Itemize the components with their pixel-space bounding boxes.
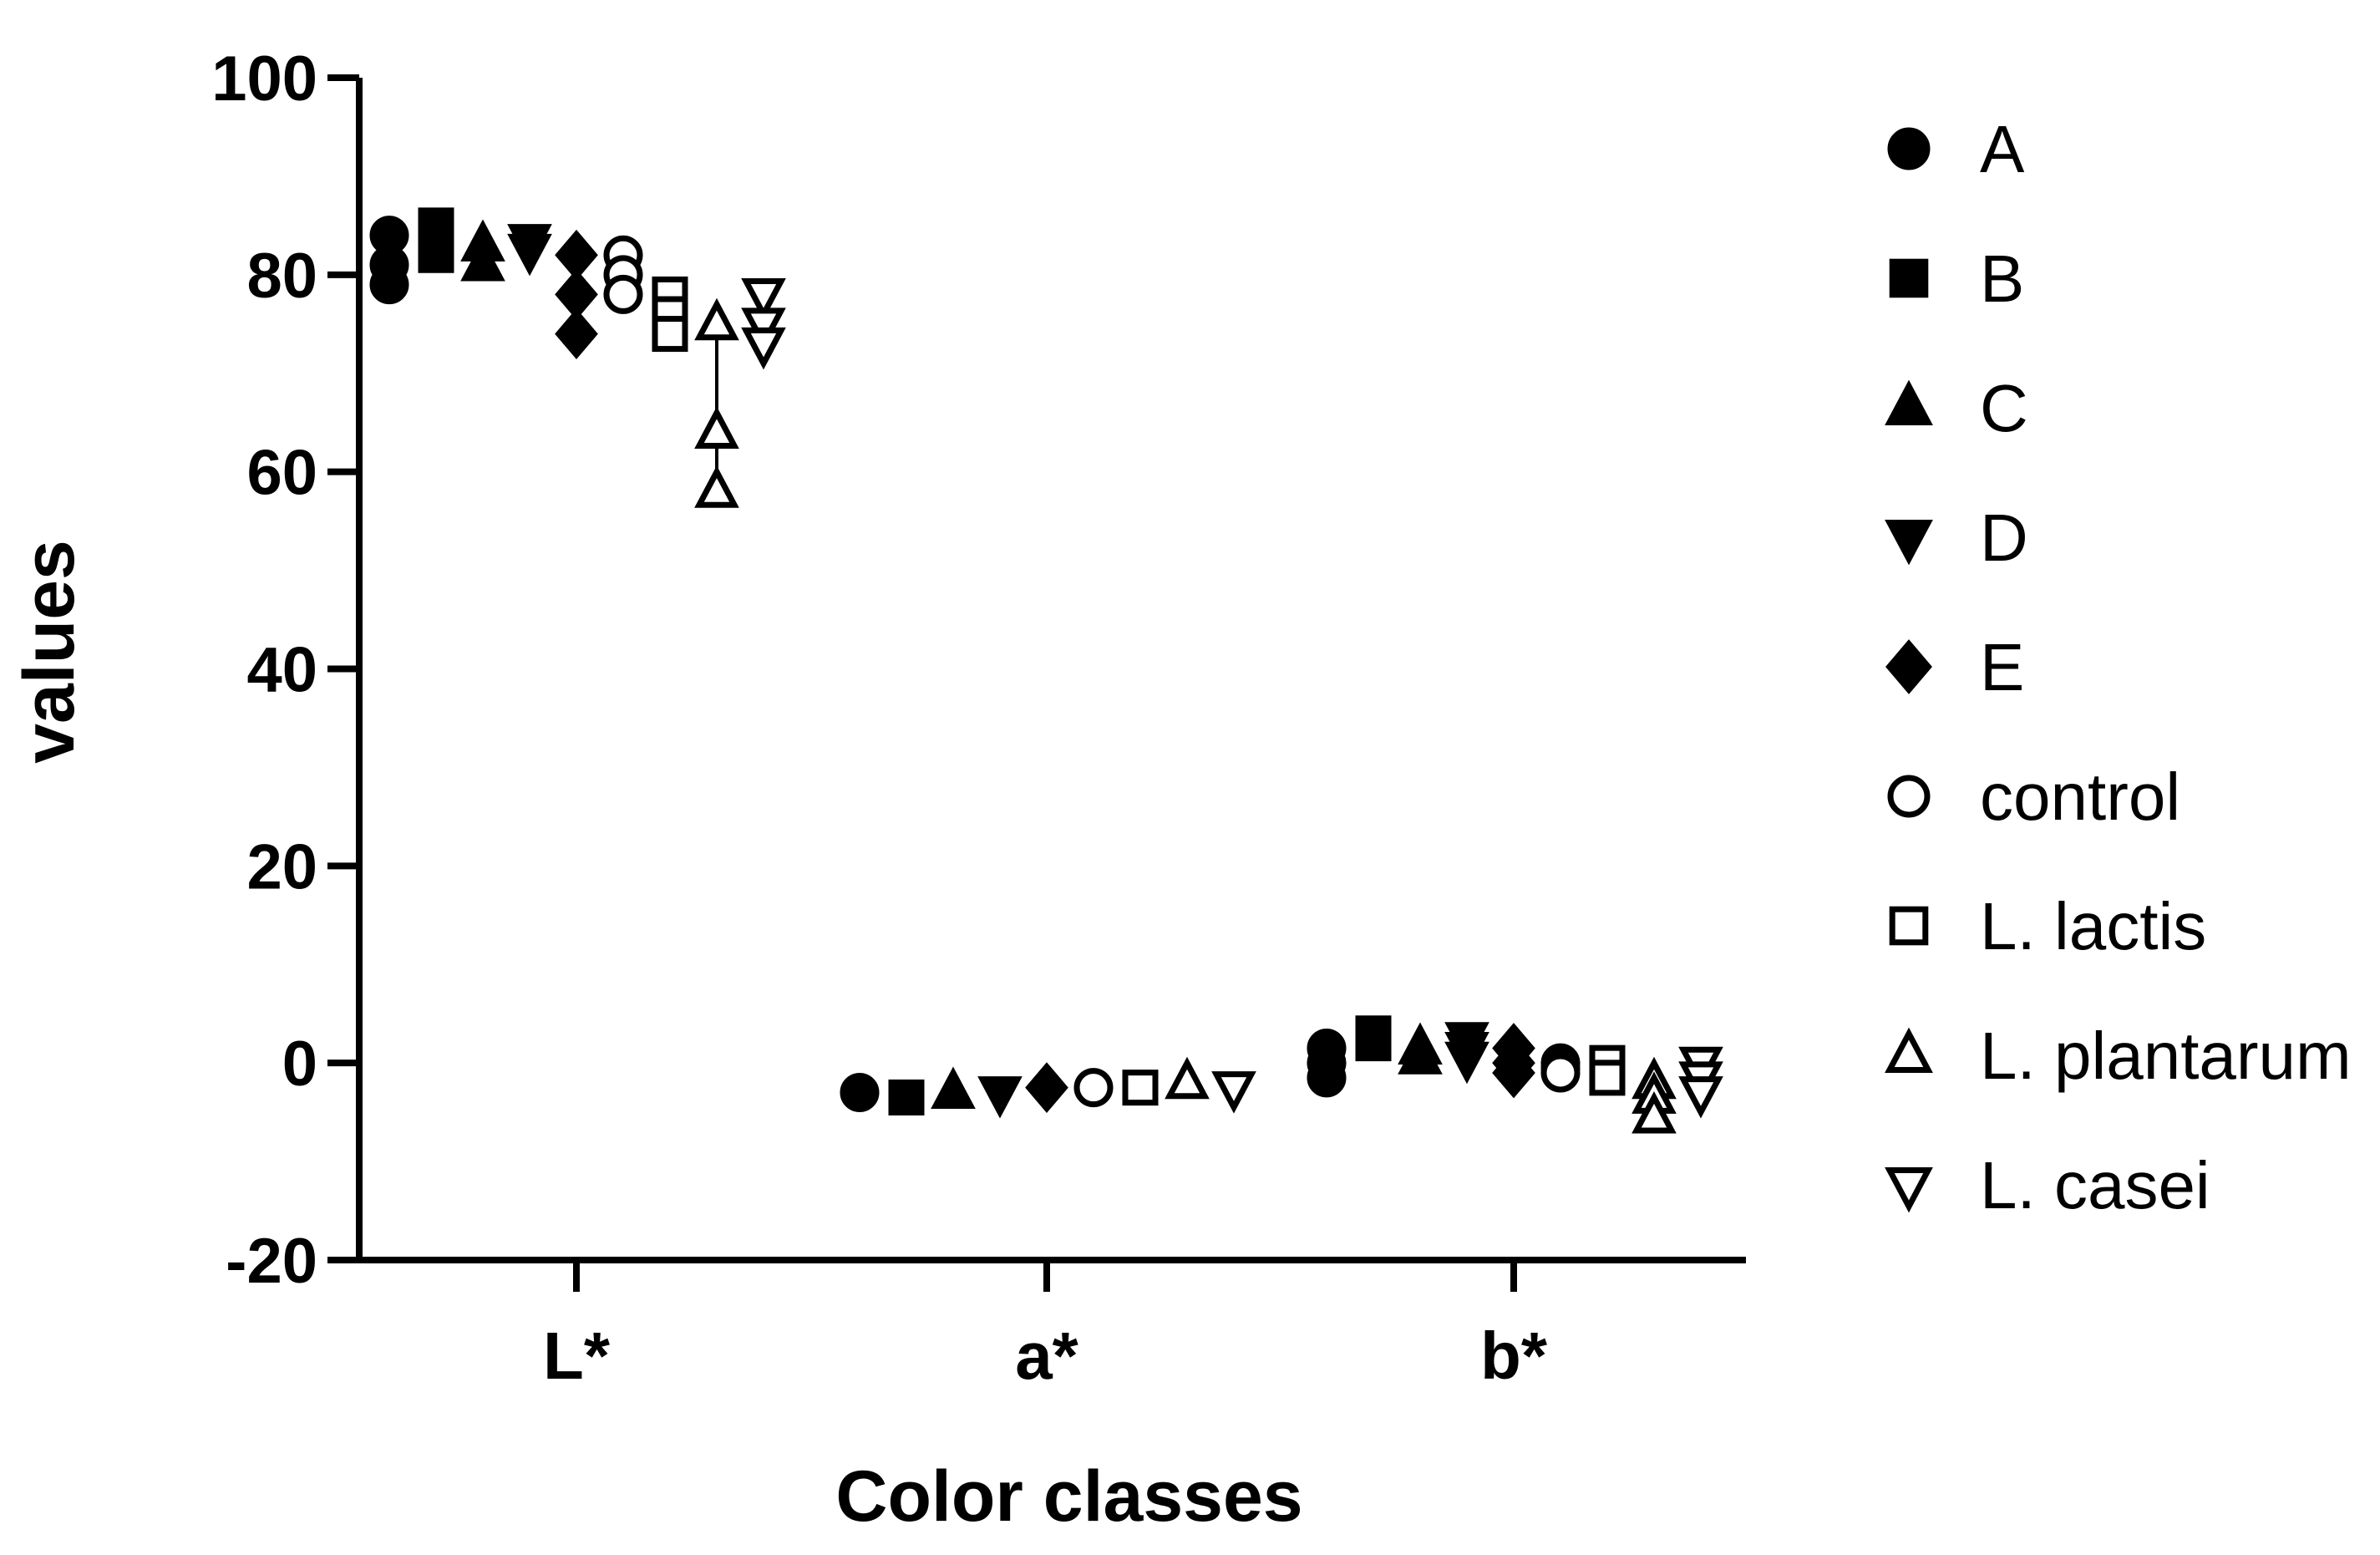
data-point bbox=[1631, 1091, 1677, 1134]
data-point bbox=[741, 307, 786, 350]
legend-item: control bbox=[1887, 760, 2180, 834]
legend-label: C bbox=[1980, 371, 2028, 445]
data-point bbox=[741, 277, 786, 321]
data-point bbox=[418, 236, 454, 273]
legend-item: L. plantarum bbox=[1885, 1019, 2352, 1093]
y-tick-label: 80 bbox=[246, 241, 317, 312]
y-tick-label: 20 bbox=[246, 831, 317, 902]
legend-item: L. casei bbox=[1885, 1148, 2210, 1222]
data-point bbox=[1678, 1076, 1723, 1119]
legend-label: A bbox=[1980, 112, 2025, 186]
legend-label: L. lactis bbox=[1980, 889, 2206, 963]
legend-label: D bbox=[1980, 501, 2028, 575]
data-point bbox=[1540, 1053, 1581, 1093]
data-point bbox=[1589, 1060, 1626, 1096]
legend-label: B bbox=[1980, 241, 2024, 316]
data-point bbox=[1073, 1068, 1114, 1108]
legend-marker bbox=[1885, 1027, 1933, 1074]
data-point bbox=[1444, 1041, 1489, 1085]
data-point bbox=[1398, 1032, 1443, 1075]
data-point bbox=[1211, 1071, 1256, 1114]
legend-marker bbox=[1887, 127, 1931, 170]
legend-marker bbox=[1885, 1166, 1933, 1213]
x-tick-label: L* bbox=[543, 1319, 611, 1393]
legend-item: C bbox=[1885, 371, 2028, 445]
data-point bbox=[931, 1066, 976, 1110]
legend-item: B bbox=[1889, 241, 2024, 316]
legend-label: control bbox=[1980, 760, 2180, 834]
y-axis-title: values bbox=[9, 540, 89, 764]
data-point bbox=[1122, 1070, 1159, 1106]
y-tick-label: 60 bbox=[246, 438, 317, 509]
data-point bbox=[694, 406, 739, 449]
data-point bbox=[369, 265, 409, 305]
data-point bbox=[1165, 1056, 1210, 1100]
data-point bbox=[694, 465, 739, 508]
y-tick-label: 40 bbox=[246, 635, 317, 706]
y-tick-label: 0 bbox=[282, 1029, 317, 1100]
data-point bbox=[840, 1073, 880, 1113]
legend-label: L. casei bbox=[1980, 1148, 2210, 1222]
legend-marker bbox=[1889, 258, 1929, 298]
legend-label: L. plantarum bbox=[1980, 1019, 2352, 1093]
legend-marker bbox=[1885, 639, 1932, 694]
data-point bbox=[977, 1076, 1023, 1119]
data-point bbox=[603, 274, 643, 314]
y-tick-label: 100 bbox=[211, 43, 317, 114]
legend-label: E bbox=[1980, 630, 2024, 704]
data-point bbox=[507, 233, 552, 277]
legend-marker bbox=[1887, 775, 1931, 818]
data-point bbox=[460, 239, 505, 282]
legend-item: A bbox=[1887, 112, 2025, 186]
data-point bbox=[1492, 1047, 1535, 1099]
data-point bbox=[888, 1079, 925, 1115]
legend-item: L. lactis bbox=[1889, 889, 2206, 963]
data-point bbox=[1355, 1025, 1392, 1062]
data-point bbox=[694, 297, 739, 341]
axes-layer: -20 0 20 40 60 80 100 L* a* b* bbox=[211, 43, 1746, 1393]
y-tick-label: -20 bbox=[226, 1226, 317, 1297]
x-tick-label: b* bbox=[1480, 1319, 1548, 1393]
data-point bbox=[1307, 1058, 1347, 1098]
data-point bbox=[741, 327, 786, 370]
data-point bbox=[555, 308, 598, 359]
data-point bbox=[652, 316, 688, 353]
x-tick-label: a* bbox=[1015, 1319, 1078, 1393]
legend-marker bbox=[1885, 519, 1933, 566]
data-point bbox=[1025, 1062, 1068, 1114]
x-axis-title: Color classes bbox=[835, 1456, 1302, 1537]
legend-item: E bbox=[1885, 630, 2024, 704]
marks-layer bbox=[369, 207, 1723, 1134]
legend-item: D bbox=[1885, 501, 2028, 575]
legend-marker bbox=[1885, 379, 1933, 426]
legend-marker bbox=[1889, 906, 1929, 946]
